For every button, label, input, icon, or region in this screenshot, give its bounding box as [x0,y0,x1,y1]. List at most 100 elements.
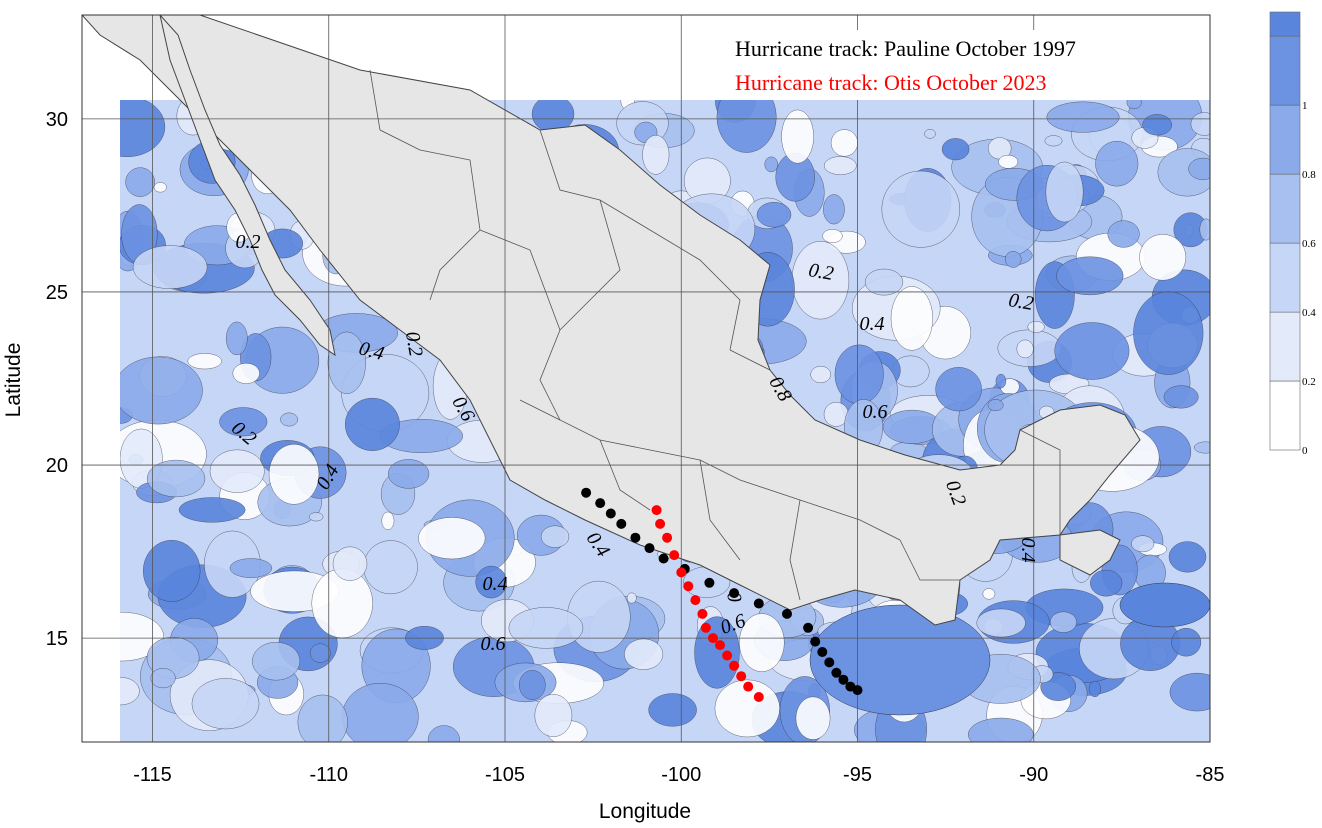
track-point [644,543,655,554]
field-patch [1139,234,1187,281]
track-point [605,508,616,519]
field-patch [968,717,1034,742]
field-patch [187,353,222,370]
field-layer [82,15,1210,742]
field-patch [1046,101,1120,133]
x-tick-label: -105 [485,764,525,786]
track-point [655,518,666,529]
field-patch [1126,100,1142,110]
field-patch [924,128,936,139]
colorbar-band [1269,311,1301,382]
field-patch [142,540,201,602]
field-patch [1131,535,1155,553]
field-patch [280,412,298,427]
legend-box [725,30,1185,100]
field-patch [534,694,573,737]
field-patch [225,321,248,356]
field-patch [252,642,301,681]
field-patch [309,512,324,522]
track-point [852,685,863,696]
field-patch [1188,157,1210,180]
track-point [729,588,740,599]
field-patch [694,616,740,689]
field-patch [519,670,546,700]
y-tick-label: 15 [46,628,68,650]
legend-pauline: Hurricane track: Pauline October 1997 [735,36,1076,61]
field-patch [1044,135,1063,147]
field-patch [120,356,203,425]
field-patch [881,170,960,248]
track-point [595,498,606,509]
field-patch [311,568,373,639]
field-patch [941,138,970,161]
field-patch [935,367,982,412]
field-patch [1004,251,1022,268]
field-patch [648,693,697,727]
track-point [630,532,641,543]
colorbar-band [1269,35,1301,106]
field-patch [1088,680,1102,698]
state-borders [369,69,1061,601]
field-patch [120,677,140,706]
track-point [722,650,733,661]
track-point [715,640,725,651]
track-point [838,674,849,685]
field-patch [381,511,395,530]
field-patch [864,268,904,296]
colorbar-band [1269,11,1301,37]
track-point [700,622,711,633]
colorbar-band [1269,242,1301,313]
x-tick-label: -85 [1196,764,1225,786]
field-patch [1163,385,1199,409]
contour-label: 0.2 [1007,289,1035,315]
track-point [683,581,694,592]
x-tick-label: -90 [1019,764,1048,786]
contour-label: 0.4 [1017,538,1039,563]
field-patch [1190,112,1210,136]
colorbar: 0 0.2 0.4 0.6 0.8 1 [1269,11,1316,457]
y-tick-labels: 15 20 25 30 [46,109,68,650]
field-patch [642,134,670,175]
field-patch [1119,582,1210,628]
field-patch [147,459,206,498]
field-patch [1142,114,1172,136]
field-patch [1133,291,1204,375]
field-patch [823,194,845,225]
track-point [662,532,673,543]
x-axis-title: Longitude [599,800,691,823]
field-patch [809,604,991,716]
contour-label: 0.2 [807,259,835,285]
track-point [651,505,662,516]
track-point [658,553,669,564]
y-tick-label: 20 [46,455,68,477]
field-patch [739,613,785,672]
field-patch [191,678,260,730]
colorbar-tick-label: 0 [1302,445,1308,457]
field-patch [219,407,268,437]
track-point [676,567,687,578]
field-patch [475,565,507,599]
field-patch [132,245,208,289]
field-patch [982,588,996,600]
contour-label: 0.4 [483,573,508,595]
field-patch [418,517,486,560]
field-patch [540,525,570,548]
field-patch [508,607,584,649]
contour-label: 0.2 [401,330,427,358]
central-america-land [1059,529,1121,576]
field-patch [987,399,1004,411]
x-tick-label: -115 [133,764,172,786]
field-patch [344,397,400,451]
field-patch [822,229,843,243]
field-patch [890,286,933,351]
track-point [729,660,740,671]
field-patch [781,109,814,164]
field-patch [1194,441,1210,454]
colorbar-tick-label: 0.6 [1302,238,1316,250]
field-patch [268,443,320,505]
field-patch [1169,672,1210,712]
field-patch [764,156,779,173]
colorbar-band [1269,104,1301,175]
field-patch [232,362,260,384]
